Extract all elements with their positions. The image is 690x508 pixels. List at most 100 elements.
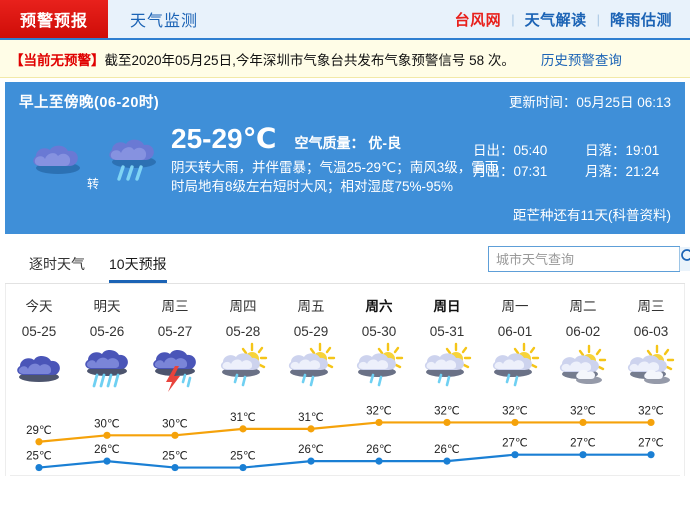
nav-tab-forecast[interactable]: 预警预报 bbox=[0, 0, 108, 38]
forecast-day-name: 周五 bbox=[297, 299, 325, 314]
nav-link-rain-estimate[interactable]: 降雨估测 bbox=[609, 11, 672, 29]
temp-point bbox=[35, 463, 43, 472]
left-border bbox=[5, 284, 6, 476]
temp-label: 25℃ bbox=[162, 451, 188, 463]
sunset-time: 日落：19:01 bbox=[585, 143, 660, 158]
temp-point bbox=[171, 463, 179, 472]
nav-link-weather-analysis[interactable]: 天气解读 bbox=[524, 11, 587, 29]
current-weather-panel: 早上至傍晚(06-20时) 更新时间：05月25日 06:13 转 bbox=[5, 82, 685, 234]
forecast-icon-row bbox=[5, 339, 685, 395]
temp-label: 26℃ bbox=[366, 444, 392, 456]
temp-point bbox=[375, 418, 383, 427]
panel-description: 阴天转大雨，并伴雷暴；气温25-29℃；南风3级，雷雨时局地有8级左右短时大风；… bbox=[171, 160, 499, 194]
temp-label: 29℃ bbox=[26, 425, 52, 437]
temp-point bbox=[647, 418, 655, 427]
temp-label: 25℃ bbox=[230, 451, 256, 463]
cloudy-icon bbox=[12, 348, 66, 393]
panel-sun-moon-info: 日出：05:40 日落：19:01 月出：07:31 月落：21:24 bbox=[473, 140, 671, 182]
tab-ten-day-forecast[interactable]: 10天预报 bbox=[109, 254, 167, 283]
temp-point bbox=[239, 425, 247, 433]
temp-point bbox=[443, 418, 451, 427]
sun-cloud-rain-icon bbox=[216, 342, 270, 399]
forecast-date: 05-25 bbox=[21, 324, 57, 339]
temp-label: 32℃ bbox=[366, 405, 392, 417]
forecast-tabs-row: 逐时天气 10天预报 bbox=[5, 244, 690, 284]
search-button[interactable] bbox=[679, 247, 690, 271]
temp-label: 26℃ bbox=[94, 444, 120, 456]
forecast-day-name: 周二 bbox=[569, 299, 597, 314]
right-border bbox=[684, 284, 685, 476]
temp-label: 26℃ bbox=[298, 444, 324, 456]
temp-label: 26℃ bbox=[434, 444, 460, 456]
tab-hourly-weather[interactable]: 逐时天气 bbox=[29, 256, 85, 272]
temperature-chart-svg: 29℃ 30℃ 30℃ 31℃ 31℃ 32℃ 32℃ 32℃ 32℃ 32℃ 25℃ 26℃ 25℃ 2… bbox=[26, 405, 664, 472]
forecast-day-row: 今天 明天 周三 周四 周五 周六 周日 周一 周二 周三 bbox=[5, 284, 685, 315]
forecast-day-name: 周三 bbox=[637, 299, 665, 314]
search-input[interactable] bbox=[489, 247, 679, 271]
nav-link-typhoon[interactable]: 台风网 bbox=[454, 11, 502, 29]
sun-cloud-rain-icon bbox=[420, 342, 474, 399]
temp-point bbox=[579, 451, 587, 459]
temp-point bbox=[647, 451, 655, 459]
temperature-chart: 29℃ 30℃ 30℃ 31℃ 31℃ 32℃ 32℃ 32℃ 32℃ 32℃ 25℃ 26℃ 25℃ 2… bbox=[5, 402, 685, 484]
temp-point bbox=[103, 431, 111, 439]
forecast-day-name: 周六 bbox=[365, 299, 393, 314]
heavy-rain-icon bbox=[80, 342, 134, 399]
temp-label: 32℃ bbox=[502, 405, 528, 417]
forecast-date: 05-31 bbox=[429, 324, 465, 339]
forecast-date: 05-28 bbox=[225, 324, 261, 339]
temp-point bbox=[375, 457, 383, 465]
nav-tab-monitoring[interactable]: 天气监测 bbox=[130, 13, 199, 30]
forecast-day-name: 周四 bbox=[229, 299, 257, 314]
forecast-date: 05-26 bbox=[89, 324, 125, 339]
panel-weather-icons: 转 bbox=[19, 118, 171, 196]
temp-label: 32℃ bbox=[570, 405, 596, 417]
top-navigation: 预警预报 天气监测 台风网 | 天气解读 | 降雨估测 bbox=[0, 0, 690, 40]
temp-label: 27℃ bbox=[502, 438, 528, 450]
forecast-date-row: 05-25 05-26 05-27 05-28 05-29 05-30 05-3… bbox=[5, 315, 685, 339]
forecast-date: 05-30 bbox=[361, 324, 397, 339]
forecast-date: 06-03 bbox=[633, 324, 669, 339]
search-icon bbox=[680, 248, 690, 270]
temp-point bbox=[171, 431, 179, 439]
temp-label: 27℃ bbox=[638, 438, 664, 450]
temp-point bbox=[511, 418, 519, 427]
ten-day-forecast: 今天 明天 周三 周四 周五 周六 周日 周一 周二 周三 05-25 05-2… bbox=[5, 284, 685, 484]
temp-label: 30℃ bbox=[94, 418, 120, 430]
temp-label: 25℃ bbox=[26, 451, 52, 463]
temp-point bbox=[35, 438, 43, 446]
sun-cloud-rain-icon bbox=[352, 342, 406, 399]
temp-point bbox=[307, 457, 315, 465]
cloudy-icon bbox=[27, 135, 85, 184]
alert-history-link[interactable]: 历史预警查询 bbox=[540, 52, 622, 68]
moonset-time: 月落：21:24 bbox=[585, 164, 660, 179]
temp-line-low bbox=[38, 453, 651, 469]
forecast-day-name: 周日 bbox=[433, 299, 461, 314]
forecast-date: 05-27 bbox=[157, 324, 193, 339]
city-search-box[interactable] bbox=[488, 246, 690, 272]
alert-status-tag: 【当前无预警】 bbox=[10, 52, 105, 68]
temp-point bbox=[103, 457, 111, 465]
bottom-divider bbox=[10, 475, 680, 476]
panel-turn-label: 转 bbox=[86, 177, 99, 191]
forecast-day-name: 今天 bbox=[25, 299, 53, 314]
sun-cloud-rain-icon bbox=[284, 342, 338, 399]
forecast-day-name: 明天 bbox=[93, 299, 121, 314]
thunderstorm-icon bbox=[148, 342, 202, 399]
temp-label: 30℃ bbox=[162, 418, 188, 430]
heavy-rain-icon bbox=[101, 129, 163, 190]
alert-banner: 【当前无预警】 截至2020年05月25日,今年深圳市气象台共发布气象预警信号 … bbox=[0, 40, 690, 78]
temp-label: 31℃ bbox=[230, 412, 256, 424]
forecast-date: 05-29 bbox=[293, 324, 329, 339]
forecast-date: 06-02 bbox=[565, 324, 601, 339]
nav-links: 台风网 | 天气解读 | 降雨估测 bbox=[445, 0, 690, 38]
partly-cloudy-icon bbox=[624, 344, 678, 397]
temp-line-high bbox=[38, 421, 651, 443]
nav-divider: | bbox=[511, 11, 515, 27]
temp-point bbox=[511, 451, 519, 459]
solar-term-note[interactable]: 距芒种还有11天(科普资料) bbox=[512, 208, 671, 223]
temp-point bbox=[307, 425, 315, 433]
temp-label: 31℃ bbox=[298, 412, 324, 424]
sun-cloud-rain-icon bbox=[488, 342, 542, 399]
